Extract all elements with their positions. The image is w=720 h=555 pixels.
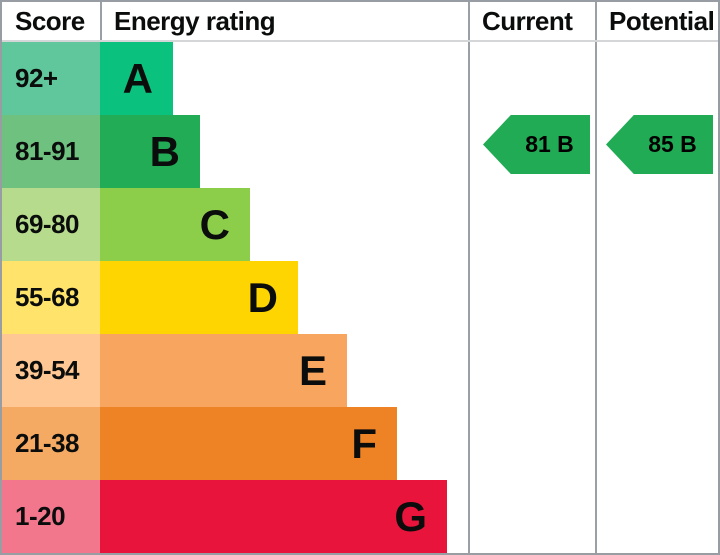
- score-range-f-label: 21-38: [15, 428, 80, 458]
- band-letter-c: C: [199, 200, 230, 248]
- header-current: Current: [468, 2, 595, 40]
- band-bar-f: F: [100, 407, 397, 480]
- band-row-c: 69-80 C: [2, 188, 468, 261]
- header-score: Score: [2, 2, 102, 40]
- band-letter-b: B: [149, 127, 180, 175]
- band-letter-a: A: [122, 54, 153, 102]
- band-bar-a: A: [100, 42, 173, 115]
- score-range-b-label: 81-91: [15, 136, 80, 166]
- potential-column: 85 B: [595, 42, 718, 553]
- header-score-label: Score: [15, 5, 85, 36]
- potential-rating-arrow: 85 B: [606, 115, 713, 174]
- score-range-e-label: 39-54: [15, 355, 80, 385]
- band-letter-e: E: [298, 346, 327, 394]
- band-row-f: 21-38 F: [2, 407, 468, 480]
- band-row-d: 55-68 D: [2, 261, 468, 334]
- band-bar-g: G: [100, 480, 447, 553]
- band-row-g: 1-20 G: [2, 480, 468, 553]
- score-range-f: 21-38: [2, 407, 100, 480]
- band-rows: 92+ A 81-91 B 69-80 C: [2, 42, 468, 553]
- band-letter-g: G: [394, 492, 427, 540]
- score-range-c-label: 69-80: [15, 209, 80, 239]
- score-range-d-label: 55-68: [15, 282, 80, 312]
- score-range-e: 39-54: [2, 334, 100, 407]
- header-energy-rating-label: Energy rating: [114, 5, 276, 36]
- band-row-b: 81-91 B: [2, 115, 468, 188]
- current-rating-arrow: 81 B: [483, 115, 590, 174]
- header-potential: Potential: [595, 2, 718, 40]
- score-range-g-label: 1-20: [15, 501, 66, 531]
- chart-header: Score Energy rating Current Potential: [2, 2, 718, 42]
- score-range-c: 69-80: [2, 188, 100, 261]
- score-range-g: 1-20: [2, 480, 100, 553]
- score-range-a-label: 92+: [15, 63, 58, 93]
- current-rating-value: 81 B: [525, 131, 574, 157]
- header-current-label: Current: [482, 5, 573, 36]
- band-bar-b: B: [100, 115, 200, 188]
- band-letter-d: D: [247, 273, 278, 321]
- header-potential-label: Potential: [609, 5, 715, 36]
- score-range-a: 92+: [2, 42, 100, 115]
- band-row-e: 39-54 E: [2, 334, 468, 407]
- potential-rating-value: 85 B: [648, 131, 697, 157]
- score-range-d: 55-68: [2, 261, 100, 334]
- band-bar-d: D: [100, 261, 298, 334]
- chart-body: 92+ A 81-91 B 69-80 C: [2, 42, 718, 553]
- header-energy-rating: Energy rating: [102, 2, 468, 40]
- band-row-a: 92+ A: [2, 42, 468, 115]
- score-range-b: 81-91: [2, 115, 100, 188]
- current-column: 81 B: [468, 42, 595, 553]
- band-bar-c: C: [100, 188, 250, 261]
- band-letter-f: F: [351, 419, 377, 467]
- band-bar-e: E: [100, 334, 347, 407]
